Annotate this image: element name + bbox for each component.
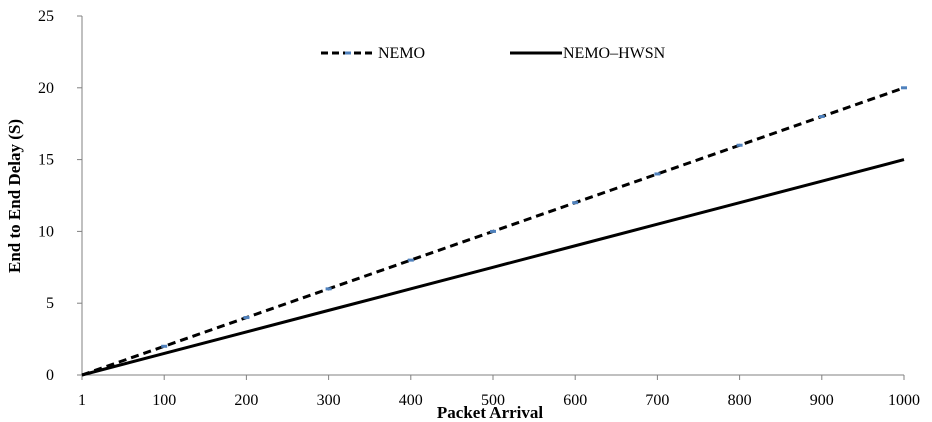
y-tick-label: 20 (38, 80, 54, 97)
x-tick-label: 1 (78, 392, 86, 409)
x-tick-label: 200 (234, 392, 258, 409)
x-tick-label: 500 (481, 392, 505, 409)
legend-item-nemo-hwsn: NEMO–HWSN (510, 45, 666, 62)
y-tick-label: 0 (46, 367, 54, 384)
y-tick-label: 5 (46, 295, 54, 312)
legend: NEMO NEMO–HWSN (321, 45, 666, 62)
x-tick-label: 700 (645, 392, 669, 409)
y-tick-label: 25 (38, 8, 54, 25)
plot-area: 1 100 200 300 400 500 600 700 800 900 1000 0 5 10 15 2… (38, 8, 920, 409)
legend-item-nemo: NEMO (321, 45, 425, 62)
series-layer (81, 86, 907, 377)
x-tick-label: 100 (152, 392, 176, 409)
legend-label-nemo-hwsn: NEMO–HWSN (563, 45, 666, 62)
y-tick-label: 15 (38, 152, 54, 169)
y-tick-labels: 0 5 10 15 20 25 (38, 8, 54, 384)
x-tick-label: 400 (399, 392, 423, 409)
x-tick-marks (81, 375, 905, 380)
y-tick-label: 10 (38, 223, 54, 240)
x-tick-label: 800 (728, 392, 752, 409)
legend-label-nemo: NEMO (378, 45, 425, 62)
x-tick-label: 1000 (888, 392, 920, 409)
x-axis-title: Packet Arrival (437, 403, 543, 422)
x-tick-label: 600 (563, 392, 587, 409)
y-axis-title: End to End Delay (S) (5, 119, 24, 273)
y-tick-marks (77, 15, 82, 376)
x-tick-labels: 1 100 200 300 400 500 600 700 800 900 1000 (78, 392, 920, 409)
x-tick-label: 900 (810, 392, 834, 409)
x-tick-label: 300 (317, 392, 341, 409)
series-line-1 (81, 158, 905, 377)
